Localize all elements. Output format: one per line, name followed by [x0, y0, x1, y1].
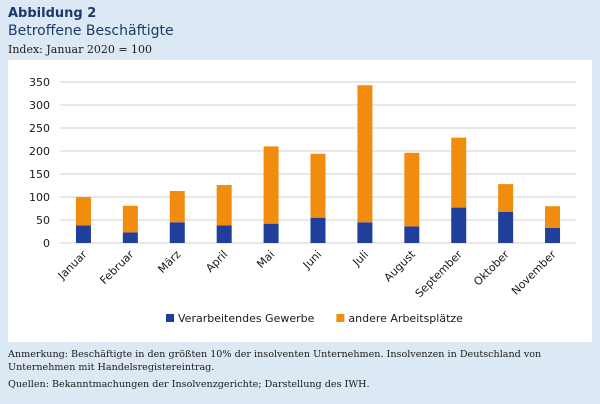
figure-header: Abbildung 2 Betroffene Beschäftigte Inde… — [8, 6, 592, 58]
bar-andere-arbeitsplaetze — [216, 185, 232, 226]
bar-andere-arbeitsplaetze — [310, 153, 326, 218]
legend: Verarbeitendes Gewerbe andere Arbeitsplät… — [166, 312, 463, 325]
bar-verarbeitendes-gewerbe — [216, 225, 232, 243]
bar-verarbeitendes-gewerbe — [545, 227, 561, 243]
footnotes: Anmerkung: Beschäftigte in den größten 1… — [8, 348, 592, 395]
y-tick-label: 350 — [29, 76, 50, 89]
chart-subtitle: Index: Januar 2020 = 100 — [8, 43, 153, 56]
bar-andere-arbeitsplaetze — [122, 205, 138, 233]
y-tick-label: 0 — [43, 237, 50, 250]
bar-verarbeitendes-gewerbe — [263, 223, 279, 243]
x-tick-label: Juni — [300, 248, 324, 272]
x-tick-label: März — [155, 248, 183, 276]
bar-andere-arbeitsplaetze — [263, 146, 279, 224]
x-tick-label: Januar — [55, 248, 90, 283]
legend-swatch — [166, 314, 174, 322]
y-tick-label: 150 — [29, 168, 50, 181]
bar-andere-arbeitsplaetze — [404, 152, 420, 227]
x-tick-label: November — [509, 248, 559, 298]
chart-title: Betroffene Beschäftigte — [8, 23, 174, 39]
bar-andere-arbeitsplaetze — [75, 197, 91, 226]
legend-label: andere Arbeitsplätze — [348, 312, 463, 325]
bar-andere-arbeitsplaetze — [451, 137, 467, 208]
sources-note: Quellen: Bekanntmachungen der Insolvenzg… — [8, 379, 370, 390]
x-tick-label: Juli — [350, 248, 371, 269]
remark-note: Anmerkung: Beschäftigte in den größten 1… — [8, 349, 542, 373]
bar-verarbeitendes-gewerbe — [310, 217, 326, 243]
bar-verarbeitendes-gewerbe — [498, 211, 514, 243]
x-tick-label: August — [382, 247, 419, 284]
legend-label: Verarbeitendes Gewerbe — [178, 312, 315, 325]
legend-swatch — [336, 314, 345, 322]
bar-verarbeitendes-gewerbe — [357, 222, 373, 243]
bar-andere-arbeitsplaetze — [357, 85, 373, 223]
stacked-bar-chart: 0 50 100 150 200 250 300 350 Januar Februar März A… — [29, 76, 576, 325]
chart-panel: 0 50 100 150 200 250 300 350 Januar Februar März A… — [8, 60, 592, 342]
bar-andere-arbeitsplaetze — [545, 206, 561, 228]
bar-verarbeitendes-gewerbe — [169, 222, 185, 243]
x-tick-label: September — [413, 248, 466, 301]
bar-verarbeitendes-gewerbe — [122, 232, 138, 243]
x-tick-label: Oktober — [471, 248, 512, 289]
y-axis-ticks: 0 50 100 150 200 250 300 350 — [29, 76, 50, 250]
x-tick-label: Mai — [254, 248, 277, 271]
bar-verarbeitendes-gewerbe — [404, 226, 420, 243]
bar-verarbeitendes-gewerbe — [451, 207, 467, 243]
bar-verarbeitendes-gewerbe — [75, 225, 91, 243]
y-tick-label: 50 — [36, 214, 50, 227]
y-tick-label: 250 — [29, 122, 50, 135]
y-tick-label: 200 — [29, 145, 50, 158]
figure-kicker: Abbildung 2 — [8, 6, 97, 21]
y-tick-label: 300 — [29, 99, 50, 112]
bar-andere-arbeitsplaetze — [169, 191, 185, 223]
x-axis-ticks: Januar Februar März April Mai Juni Juli AugustS… — [55, 247, 559, 300]
x-tick-label: April — [203, 248, 230, 275]
bars — [75, 85, 561, 243]
x-tick-label: Februar — [97, 248, 136, 287]
y-tick-label: 100 — [29, 191, 50, 204]
bar-andere-arbeitsplaetze — [498, 184, 514, 212]
